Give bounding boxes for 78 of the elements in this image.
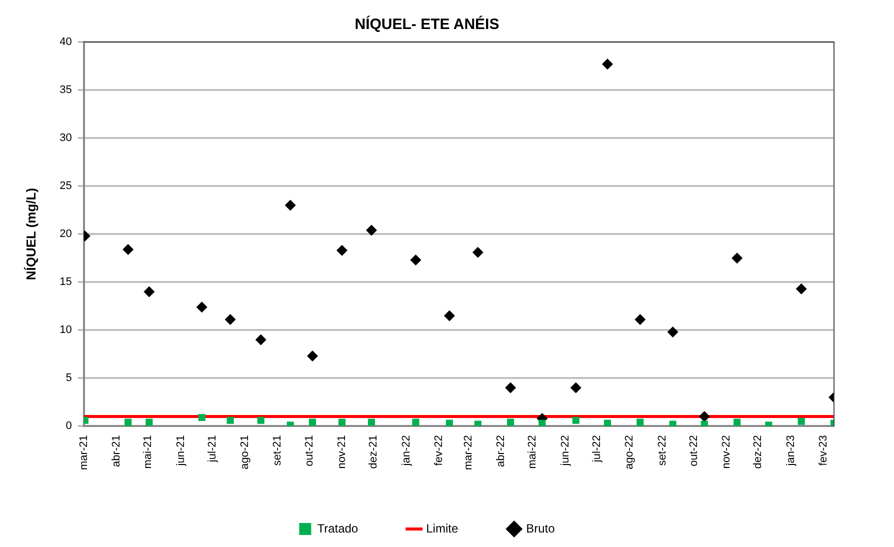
point	[196, 302, 208, 313]
point	[472, 246, 484, 258]
x-tick-label: out-22	[688, 435, 700, 466]
point	[604, 420, 612, 426]
point	[634, 314, 646, 326]
point	[306, 350, 318, 362]
point	[474, 420, 482, 426]
y-tick-label: 20	[60, 228, 72, 240]
x-tick-label: mai-21	[142, 435, 154, 469]
x-tick-label: out-21	[303, 435, 316, 466]
y-tick-label: 40	[60, 36, 72, 48]
x-tick-label: nov-22	[720, 435, 733, 469]
legend-label: Bruto	[526, 521, 556, 536]
x-tick-label: abr-21	[110, 435, 123, 467]
x-tick-label: mar-22	[462, 435, 474, 470]
point	[798, 418, 805, 425]
x-tick-label: set-21	[272, 435, 284, 466]
x-tick-label: jan-22	[400, 435, 412, 467]
x-tick-label: mar-21	[78, 435, 90, 470]
point	[226, 416, 234, 424]
y-tick-label: 10	[60, 324, 72, 336]
point	[507, 418, 514, 426]
x-tick-label: nov-21	[336, 435, 348, 469]
point	[572, 416, 580, 424]
point	[732, 252, 743, 264]
point	[366, 224, 377, 236]
legend-label: Limite	[426, 521, 458, 536]
point	[570, 382, 582, 394]
x-tick-label: jan-23	[784, 435, 797, 467]
point	[444, 310, 455, 322]
y-tick-label: 15	[60, 276, 72, 288]
point	[336, 244, 348, 256]
point	[122, 244, 134, 255]
x-tick-label: jul-22	[590, 435, 603, 464]
point	[338, 418, 346, 426]
y-axis-title: NÍQUEL (mg/L)	[23, 188, 38, 280]
x-tick-label: set-22	[656, 435, 668, 466]
x-tick-label: mai-22	[526, 435, 539, 469]
y-tick-label: 35	[60, 84, 72, 96]
point	[538, 420, 546, 426]
point	[224, 314, 236, 326]
point	[602, 58, 613, 70]
y-tick-label: 25	[60, 180, 72, 192]
point	[796, 283, 807, 294]
legend-label: Tratado	[317, 521, 358, 536]
x-tick-label: jul-21	[206, 435, 218, 464]
point	[446, 420, 453, 426]
x-tick-label: ago-21	[239, 435, 252, 470]
point	[667, 326, 678, 338]
point	[700, 420, 708, 426]
x-tick-label: dez-21	[368, 435, 380, 469]
y-tick-label: 30	[60, 132, 72, 144]
point	[410, 254, 422, 266]
point	[368, 418, 376, 426]
point	[146, 418, 153, 426]
point	[669, 420, 676, 426]
x-tick-label: jun-22	[559, 435, 572, 467]
point	[198, 414, 206, 422]
x-tick-label: fev-23	[817, 435, 830, 466]
x-tick-label: ago-22	[624, 435, 636, 470]
y-tick-label: 0	[66, 420, 72, 432]
x-tick-label: abr-22	[495, 435, 508, 467]
point	[734, 418, 741, 426]
point	[412, 418, 420, 426]
point	[284, 200, 296, 211]
x-tick-label: dez-22	[752, 435, 764, 469]
point	[144, 286, 155, 298]
point	[505, 382, 516, 394]
point	[308, 418, 316, 426]
x-tick-label: fev-22	[432, 435, 445, 466]
point	[636, 418, 644, 426]
point	[124, 418, 132, 426]
point	[257, 416, 264, 424]
x-tick-label: jun-21	[174, 435, 187, 467]
y-tick-label: 5	[66, 372, 72, 384]
point	[255, 334, 266, 346]
point	[698, 411, 710, 422]
chart-title: NÍQUEL- ETE ANÉIS	[354, 15, 500, 34]
